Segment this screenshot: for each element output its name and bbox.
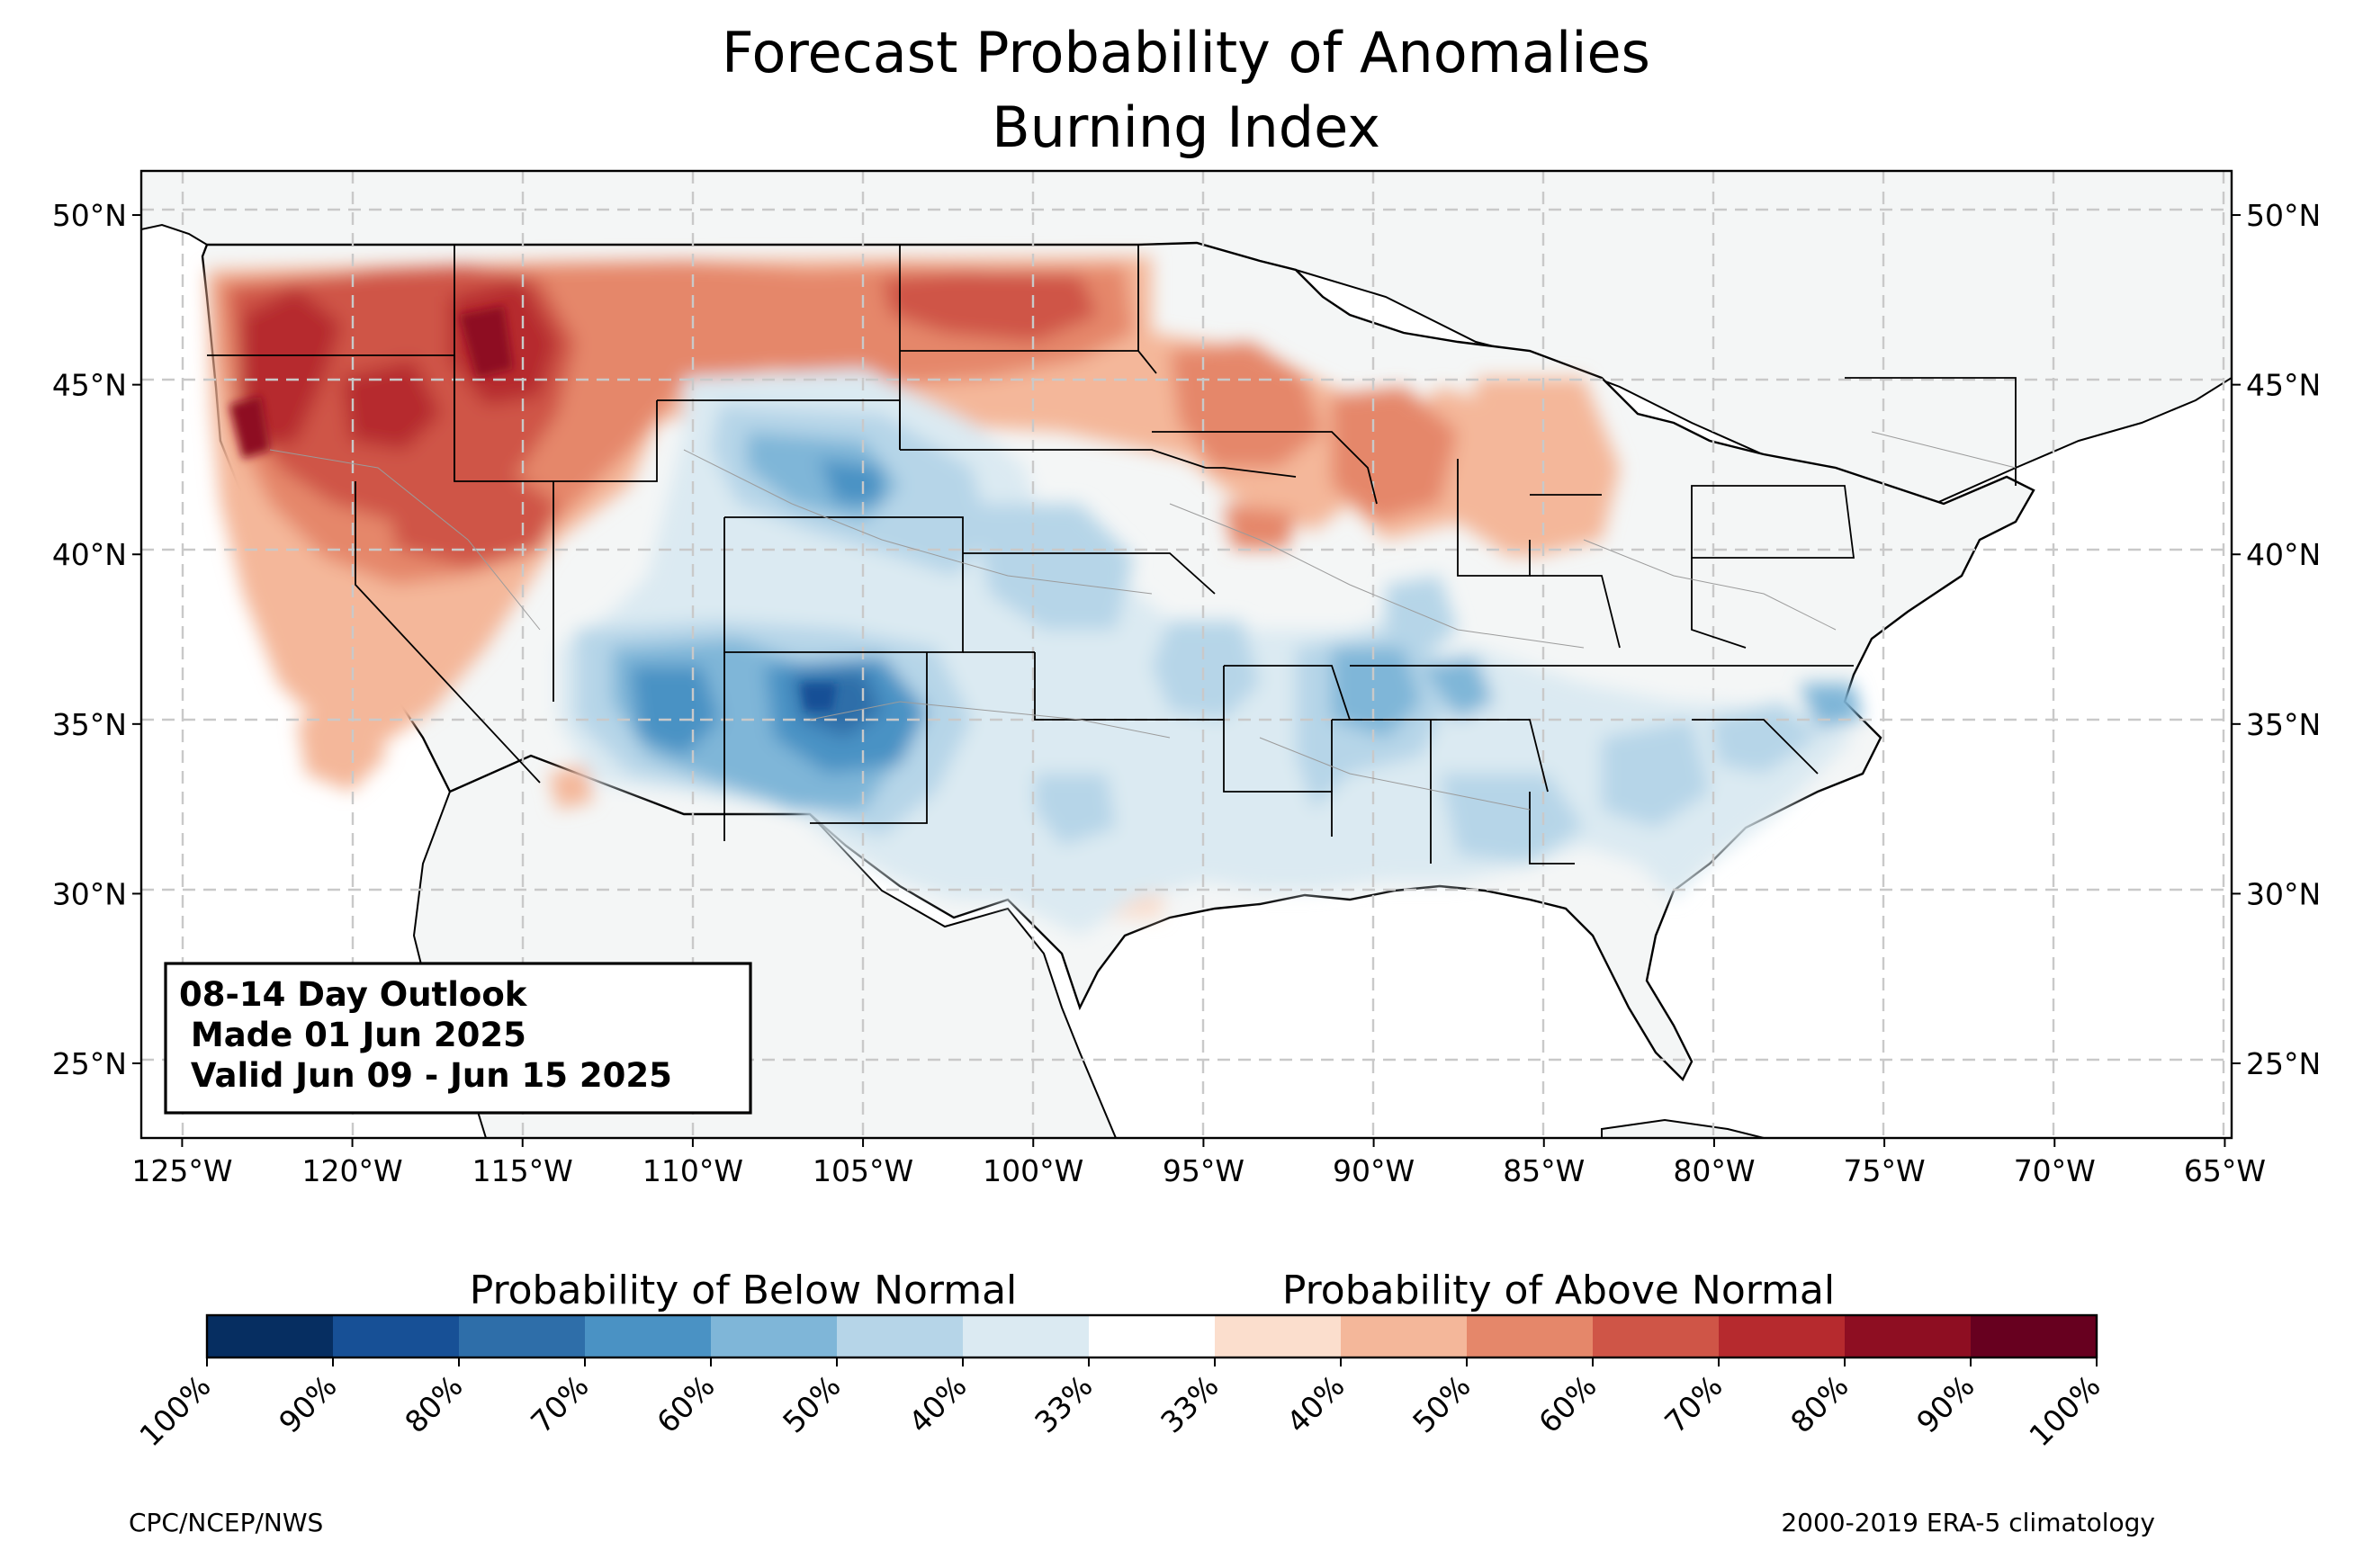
info-line-2: Made 01 Jun 2025 <box>179 1016 526 1054</box>
lat-tick-label-right-30n: 30°N <box>2246 876 2321 911</box>
info-box: 08-14 Day Outlook Made 01 Jun 2025 Valid… <box>164 962 752 1115</box>
colorbar-segment <box>333 1315 460 1357</box>
lat-tick-label-left-30n: 30°N <box>52 876 127 911</box>
colorbar-below-label: Probability of Below Normal <box>470 1268 1018 1313</box>
colorbar-tick-label: 50% <box>1406 1368 1477 1439</box>
lon-tick-label-120w: 120°W <box>302 1153 403 1188</box>
colorbar-tick-label: 100% <box>132 1368 217 1453</box>
lon-tick-label-115w: 115°W <box>472 1153 573 1188</box>
colorbar-tick-label: 90% <box>272 1368 343 1439</box>
cuba-land <box>1601 1118 1765 1138</box>
lat-tick-label-right-45n: 45°N <box>2246 368 2321 403</box>
colorbar-frame <box>205 1313 2098 1359</box>
lat-tick-label-left-25n: 25°N <box>52 1046 127 1081</box>
lon-tick-label-100w: 100°W <box>983 1153 1083 1188</box>
colorbar-segment <box>1593 1315 1720 1357</box>
lat-tick-label-left-40n: 40°N <box>52 537 127 572</box>
lon-tick-label-90w: 90°W <box>1333 1153 1415 1188</box>
latitude-ticks-left: 50°N 45°N 40°N 35°N 30°N 25°N <box>52 198 141 1081</box>
colorbar-segment <box>1719 1315 1846 1357</box>
colorbar-tick-label: 40% <box>902 1368 973 1439</box>
colorbar-tick-label: 80% <box>398 1368 469 1439</box>
colorbar-segment <box>585 1315 712 1357</box>
credit-right: 2000-2019 ERA-5 climatology <box>1781 1508 2155 1537</box>
title-line-2: Burning Index <box>992 94 1380 160</box>
colorbar-segment <box>459 1315 586 1357</box>
lon-tick-label-65w: 65°W <box>2184 1153 2266 1188</box>
colorbar: Probability of Below Normal Probability … <box>132 1268 2107 1453</box>
lat-tick-label-right-40n: 40°N <box>2246 537 2321 572</box>
lat-tick-label-left-50n: 50°N <box>52 198 127 233</box>
map-gridlines <box>141 171 2232 1138</box>
colorbar-segment <box>207 1315 334 1357</box>
colorbar-segment <box>711 1315 838 1357</box>
colorbar-tick-label: 70% <box>1658 1368 1729 1439</box>
minor-boundaries <box>269 431 2017 811</box>
credit-left: CPC/NCEP/NWS <box>129 1508 323 1537</box>
colorbar-segment <box>1467 1315 1594 1357</box>
map-panel: 08-14 Day Outlook Made 01 Jun 2025 Valid… <box>139 169 2233 1140</box>
lat-tick-label-right-50n: 50°N <box>2246 198 2321 233</box>
colorbar-tick-label: 60% <box>1532 1368 1603 1439</box>
state-borders <box>207 245 2017 865</box>
lat-tick-label-left-45n: 45°N <box>52 368 127 403</box>
lat-tick-label-left-35n: 35°N <box>52 707 127 742</box>
title-line-1: Forecast Probability of Anomalies <box>722 20 1650 85</box>
lon-tick-label-125w: 125°W <box>131 1153 232 1188</box>
lon-tick-label-110w: 110°W <box>642 1153 743 1188</box>
probability-shading <box>207 256 1863 936</box>
colorbar-segment <box>1089 1315 1216 1357</box>
colorbar-segment <box>837 1315 964 1357</box>
colorbar-segment <box>1845 1315 1972 1357</box>
lon-tick-label-105w: 105°W <box>813 1153 913 1188</box>
colorbar-above-label: Probability of Above Normal <box>1282 1268 1835 1313</box>
lon-tick-label-95w: 95°W <box>1163 1153 1244 1188</box>
colorbar-tick-label: 33% <box>1154 1368 1225 1439</box>
colorbar-tick-label: 33% <box>1028 1368 1099 1439</box>
info-line-1: 08-14 Day Outlook <box>179 975 528 1014</box>
colorbar-segment <box>1341 1315 1468 1357</box>
lat-tick-label-right-25n: 25°N <box>2246 1046 2321 1081</box>
colorbar-tick-label: 40% <box>1280 1368 1351 1439</box>
lon-tick-label-75w: 75°W <box>1844 1153 1926 1188</box>
lon-tick-label-80w: 80°W <box>1673 1153 1755 1188</box>
colorbar-segment <box>1215 1315 1342 1357</box>
lon-tick-label-85w: 85°W <box>1503 1153 1585 1188</box>
colorbar-segment <box>1971 1315 2098 1357</box>
colorbar-segments <box>207 1315 2098 1357</box>
probability-peaks <box>229 306 837 711</box>
colorbar-tick-label: 50% <box>776 1368 847 1439</box>
colorbar-tick-label: 90% <box>1909 1368 1981 1439</box>
latitude-ticks-right: 50°N 45°N 40°N 35°N 30°N 25°N <box>2232 198 2321 1081</box>
info-box-frame <box>164 962 752 1115</box>
colorbar-ticks: 100% 90% 80% 70% 60% 50% 40% 33% 33% 40% 50% 60% 70%… <box>132 1357 2107 1453</box>
colorbar-tick-label: 60% <box>650 1368 721 1439</box>
lat-tick-label-right-35n: 35°N <box>2246 707 2321 742</box>
colorbar-tick-label: 80% <box>1783 1368 1855 1439</box>
info-line-3: Valid Jun 09 - Jun 15 2025 <box>179 1056 672 1095</box>
lon-tick-label-70w: 70°W <box>2014 1153 2096 1188</box>
colorbar-tick-label: 70% <box>524 1368 595 1439</box>
map-frame <box>139 169 2233 1140</box>
colorbar-tick-label: 100% <box>2022 1368 2107 1453</box>
longitude-ticks: 125°W 120°W 115°W 110°W 105°W 100°W 95°W 90°W 85… <box>131 1138 2266 1188</box>
colorbar-segment <box>963 1315 1090 1357</box>
